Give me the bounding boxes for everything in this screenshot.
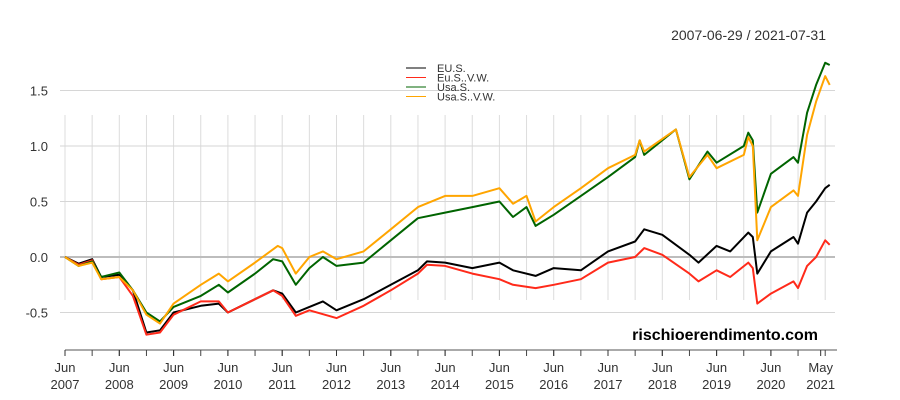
x-tick-label-month: Jun: [272, 360, 293, 375]
y-tick-label: 0.5: [30, 195, 48, 210]
legend-label: EU.S.: [437, 63, 466, 75]
axes: Jun 2007 Jun 2008 Jun 2009 Jun 2010 Jun 2011 Jun 20…: [51, 349, 837, 392]
x-tick-label-month: Jun: [760, 360, 781, 375]
x-tick-label-month: Jun: [435, 360, 456, 375]
x-tick-label-year: 2008: [105, 377, 134, 392]
x-tick-label-year: 2018: [648, 377, 677, 392]
y-tick-label: -0.5: [26, 306, 48, 321]
y-tick-label: 1.5: [30, 84, 48, 99]
x-tick-label-month: Jun: [326, 360, 347, 375]
x-tick-label-month: Jun: [489, 360, 510, 375]
x-tick-label-year: 2020: [756, 377, 785, 392]
x-tick-label-month: Jun: [55, 360, 76, 375]
x-tick-label-month: Jun: [652, 360, 673, 375]
x-tick-label-year: 2015: [485, 377, 514, 392]
series-line-usas: [64, 61, 831, 323]
date-range-label: 2007-06-29 / 2021-07-31: [671, 27, 826, 43]
x-tick-label-year: 2009: [159, 377, 188, 392]
series-line-eusvw: [64, 239, 831, 336]
x-tick-label-month: Jun: [543, 360, 564, 375]
x-tick-label-year: 2021: [806, 377, 835, 392]
legend-label: Eu.S..V.W.: [437, 73, 489, 85]
x-tick-label-month: Jun: [109, 360, 130, 375]
x-tick-label-year: 2013: [376, 377, 405, 392]
legend: EU.S.Eu.S..V.W.Usa.S.Usa.S..V.W.: [406, 63, 495, 104]
x-tick-label-year: 2007: [51, 377, 80, 392]
series-lines: [64, 61, 831, 336]
x-tick-label-month: Jun: [217, 360, 238, 375]
series-line-usasvw: [64, 75, 831, 325]
x-tick-label-year: 2016: [539, 377, 568, 392]
x-tick-label-year: 2019: [702, 377, 731, 392]
x-tick-label-year: 2017: [594, 377, 623, 392]
x-tick-label-year: 2010: [213, 377, 242, 392]
y-tick-label: 1.0: [30, 139, 48, 154]
x-tick-label-month: May: [808, 360, 833, 375]
x-tick-label-month: Jun: [163, 360, 184, 375]
y-tick-label: 0.0: [30, 250, 48, 265]
x-tick-label-year: 2012: [322, 377, 351, 392]
x-tick-label-month: Jun: [380, 360, 401, 375]
series-line-eus: [64, 184, 831, 334]
legend-label: Usa.S.: [437, 82, 470, 94]
x-tick-label-month: Jun: [598, 360, 619, 375]
watermark: rischioerendimento.com: [632, 327, 818, 344]
x-tick-label-month: Jun: [706, 360, 727, 375]
x-tick-label-year: 2011: [268, 377, 296, 392]
x-tick-label-year: 2014: [431, 377, 460, 392]
legend-label: Usa.S..V.W.: [437, 92, 495, 104]
